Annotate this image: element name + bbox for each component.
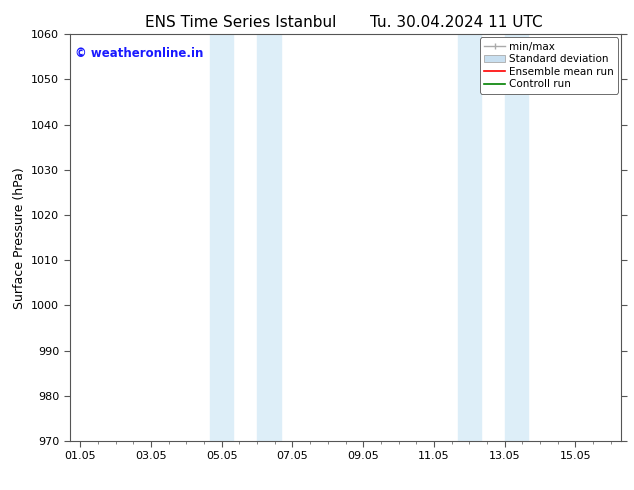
Bar [458,34,481,441]
Legend: min/max, Standard deviation, Ensemble mean run, Controll run: min/max, Standard deviation, Ensemble me… [480,37,618,94]
Bar [210,34,233,441]
Text: Tu. 30.04.2024 11 UTC: Tu. 30.04.2024 11 UTC [370,15,543,30]
Text: © weatheronline.in: © weatheronline.in [75,47,204,59]
Bar [505,34,528,441]
Bar [257,34,281,441]
Text: ENS Time Series Istanbul: ENS Time Series Istanbul [145,15,337,30]
Y-axis label: Surface Pressure (hPa): Surface Pressure (hPa) [13,167,25,309]
